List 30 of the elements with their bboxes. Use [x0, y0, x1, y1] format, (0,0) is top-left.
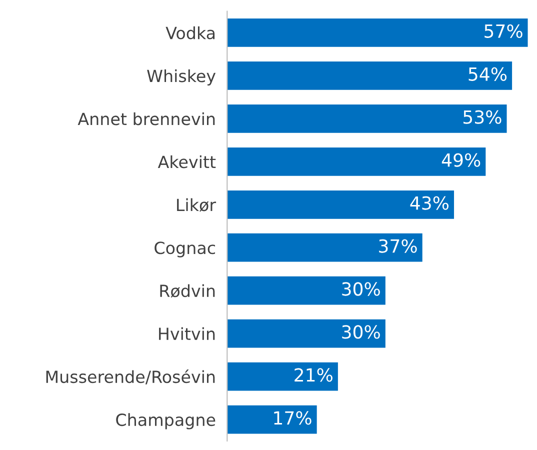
y-tick-label: Whiskey [147, 69, 216, 86]
bar [227, 362, 338, 391]
data-label: 30% [342, 325, 380, 339]
y-tick-label: Vodka [166, 26, 215, 40]
bar [227, 276, 386, 305]
data-label: 43% [410, 196, 449, 210]
bar [227, 18, 528, 47]
data-label: 17% [274, 411, 312, 425]
y-tick-label: Akevitt [158, 155, 216, 168]
bar [227, 190, 454, 219]
data-label: 21% [294, 368, 332, 382]
bar [227, 104, 507, 133]
data-label: 49% [442, 153, 480, 167]
bar [227, 147, 486, 176]
data-label: 37% [379, 239, 417, 253]
data-label: 30% [342, 282, 380, 296]
bar [227, 405, 317, 434]
data-label: 54% [468, 67, 507, 81]
bar [227, 62, 512, 90]
y-tick-label: Rødvin [160, 284, 215, 298]
y-tick-label: Annet brennevin [78, 112, 215, 126]
y-tick-label: Cognac [154, 242, 216, 258]
y-tick-label: Likør [177, 198, 216, 212]
data-label: 57% [484, 24, 522, 38]
bar [227, 233, 422, 262]
bar [227, 319, 386, 348]
data-label: 53% [464, 110, 502, 124]
y-tick-label: Champagne [116, 413, 216, 430]
y-tick-label: Hvitvin [159, 327, 215, 340]
y-tick-label: Musserende/Rosévin [46, 370, 215, 384]
